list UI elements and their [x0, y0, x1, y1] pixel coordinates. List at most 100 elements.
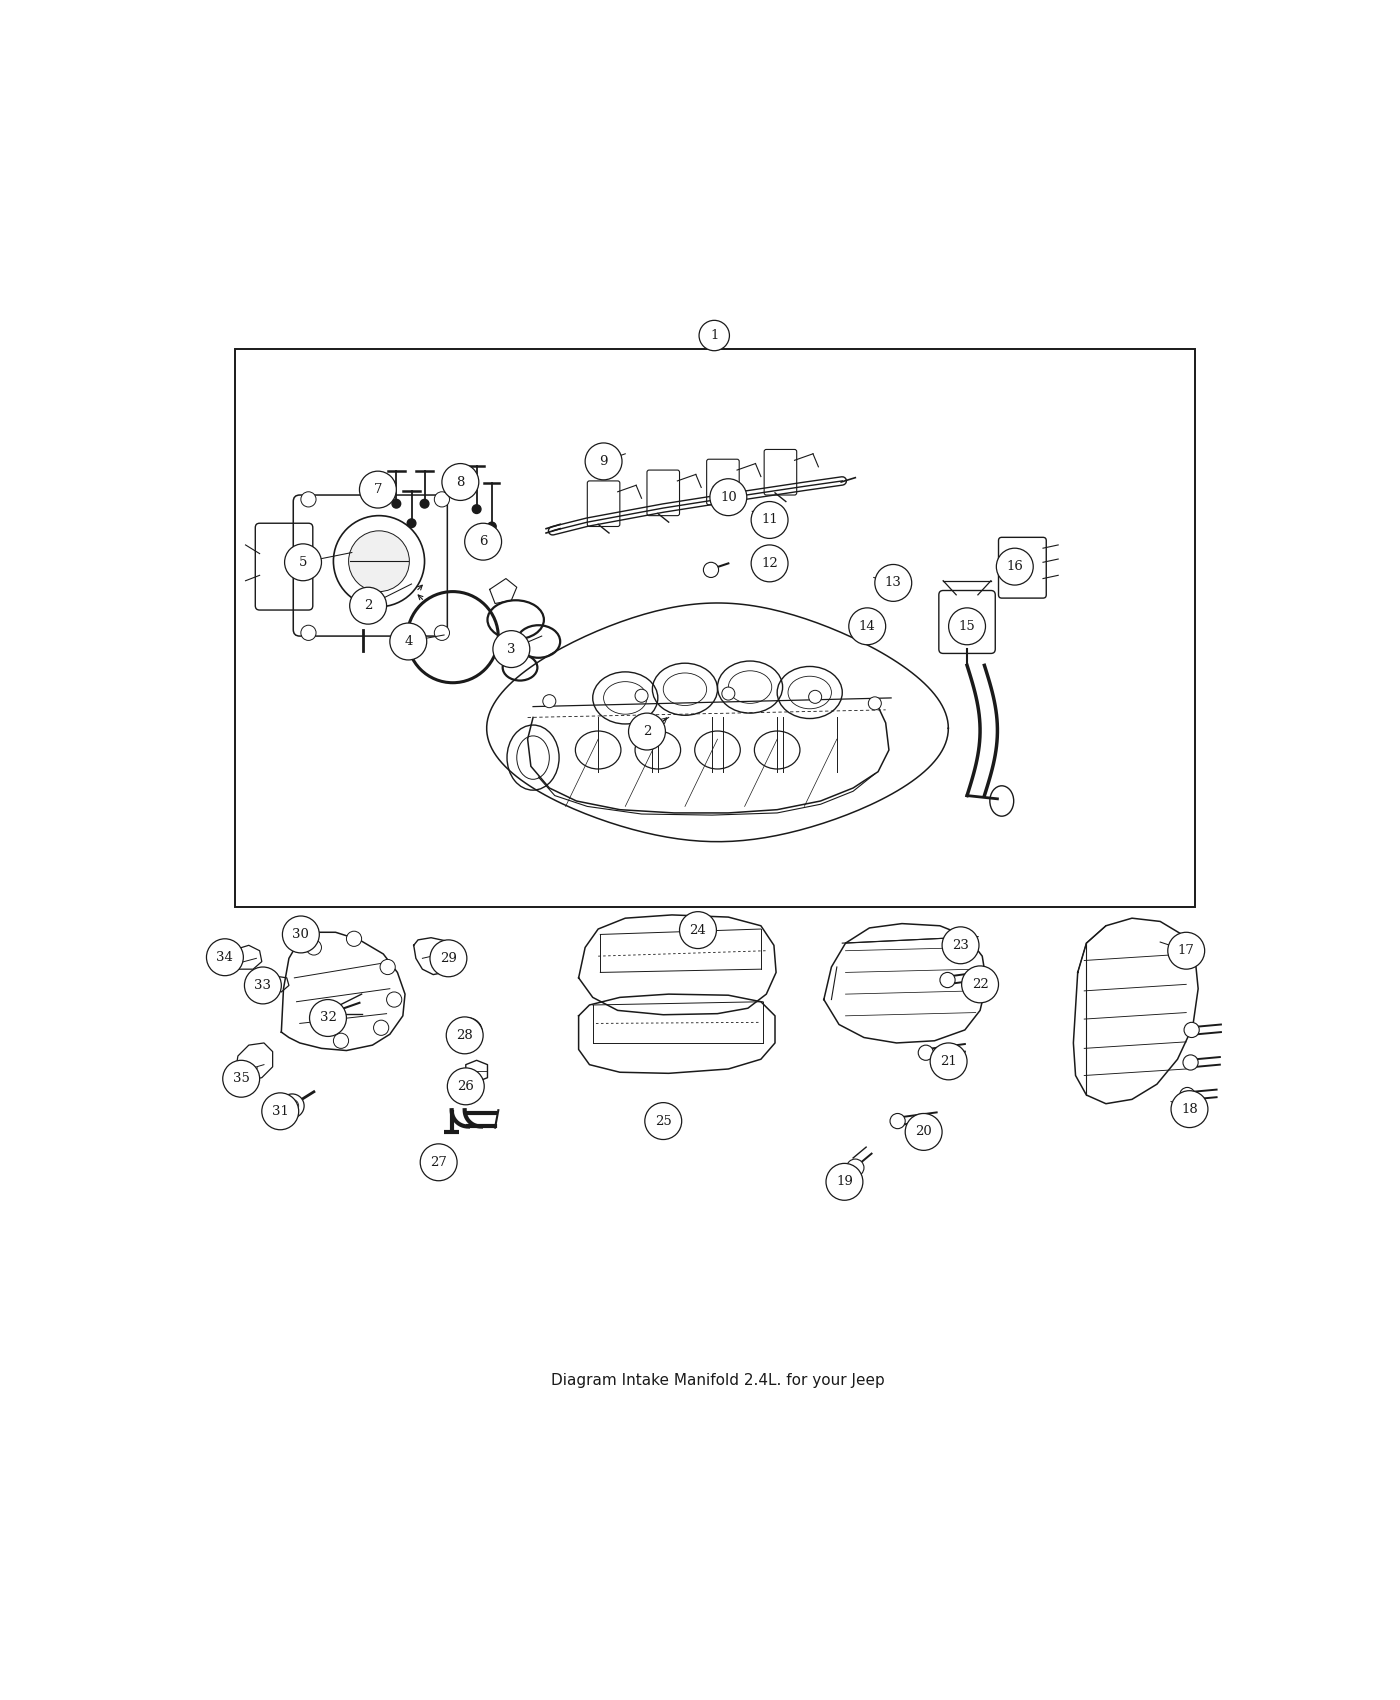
Circle shape: [465, 524, 501, 559]
Circle shape: [826, 1163, 862, 1200]
Circle shape: [722, 687, 735, 700]
Text: 2: 2: [364, 598, 372, 612]
Circle shape: [420, 500, 428, 508]
Circle shape: [374, 1020, 389, 1035]
Circle shape: [848, 609, 886, 644]
Circle shape: [906, 1114, 942, 1151]
Text: Diagram Intake Manifold 2.4L. for your Jeep: Diagram Intake Manifold 2.4L. for your J…: [550, 1374, 885, 1387]
Circle shape: [307, 940, 322, 955]
Circle shape: [949, 609, 986, 644]
Text: 27: 27: [430, 1156, 447, 1170]
Circle shape: [454, 1018, 482, 1046]
Circle shape: [918, 1046, 934, 1061]
Text: 10: 10: [720, 491, 736, 503]
Circle shape: [206, 938, 244, 976]
Text: 1: 1: [710, 330, 718, 342]
Circle shape: [868, 697, 882, 711]
Text: 12: 12: [762, 558, 778, 570]
Circle shape: [280, 1093, 304, 1119]
Circle shape: [461, 1025, 476, 1040]
Text: 9: 9: [599, 456, 608, 468]
Circle shape: [301, 491, 316, 507]
Circle shape: [636, 688, 648, 702]
Circle shape: [930, 1042, 967, 1080]
Circle shape: [1184, 1022, 1200, 1037]
Text: 23: 23: [952, 938, 969, 952]
Circle shape: [472, 505, 482, 513]
Circle shape: [847, 1159, 864, 1176]
Text: 34: 34: [217, 950, 234, 964]
Circle shape: [407, 518, 416, 527]
Circle shape: [809, 690, 822, 704]
Circle shape: [1168, 932, 1204, 969]
Bar: [235, 348, 1196, 908]
Text: 14: 14: [858, 620, 875, 632]
Circle shape: [939, 972, 955, 988]
Circle shape: [543, 695, 556, 707]
Circle shape: [420, 1144, 456, 1182]
Circle shape: [679, 911, 717, 949]
Text: 31: 31: [272, 1105, 288, 1119]
Circle shape: [350, 586, 386, 624]
Circle shape: [585, 444, 622, 479]
Circle shape: [942, 927, 979, 964]
Circle shape: [629, 712, 665, 750]
Circle shape: [333, 1034, 349, 1049]
Circle shape: [386, 993, 402, 1006]
Text: 18: 18: [1182, 1103, 1198, 1115]
Circle shape: [1170, 1091, 1208, 1127]
Circle shape: [360, 471, 396, 508]
Circle shape: [392, 500, 400, 508]
Text: 26: 26: [458, 1080, 475, 1093]
Text: 25: 25: [655, 1115, 672, 1127]
Text: 8: 8: [456, 476, 465, 488]
Circle shape: [997, 547, 1033, 585]
Circle shape: [346, 932, 361, 947]
Circle shape: [493, 631, 529, 668]
Circle shape: [703, 563, 718, 578]
Text: 35: 35: [232, 1073, 249, 1085]
Circle shape: [262, 1093, 298, 1131]
Text: 16: 16: [1007, 559, 1023, 573]
Circle shape: [379, 959, 395, 974]
Circle shape: [752, 546, 788, 581]
Text: 5: 5: [298, 556, 307, 570]
Circle shape: [752, 502, 788, 539]
Text: 20: 20: [916, 1125, 932, 1139]
Text: 24: 24: [690, 923, 707, 937]
Text: 30: 30: [293, 928, 309, 942]
Circle shape: [447, 1017, 483, 1054]
Circle shape: [448, 1068, 484, 1105]
Text: 22: 22: [972, 977, 988, 991]
Circle shape: [434, 626, 449, 641]
Circle shape: [349, 530, 409, 592]
Circle shape: [333, 515, 424, 607]
Circle shape: [434, 491, 449, 507]
Circle shape: [223, 1061, 259, 1096]
Circle shape: [962, 966, 998, 1003]
Text: 3: 3: [507, 643, 515, 656]
Text: 6: 6: [479, 536, 487, 547]
Circle shape: [283, 916, 319, 954]
Text: 15: 15: [959, 620, 976, 632]
Circle shape: [710, 479, 746, 515]
Circle shape: [389, 624, 427, 660]
Text: 2: 2: [643, 726, 651, 738]
Text: 33: 33: [255, 979, 272, 991]
Text: 32: 32: [319, 1012, 336, 1025]
Circle shape: [487, 522, 496, 530]
Circle shape: [1180, 1088, 1194, 1103]
Circle shape: [890, 1114, 906, 1129]
Circle shape: [301, 626, 316, 641]
Circle shape: [309, 1000, 346, 1037]
Text: 17: 17: [1177, 944, 1194, 957]
Text: 28: 28: [456, 1028, 473, 1042]
Circle shape: [430, 940, 466, 978]
Text: 7: 7: [374, 483, 382, 496]
Circle shape: [1183, 1056, 1198, 1069]
Circle shape: [284, 544, 322, 581]
Text: 11: 11: [762, 513, 778, 527]
Circle shape: [442, 464, 479, 500]
Text: 4: 4: [405, 636, 413, 648]
Text: 21: 21: [941, 1056, 958, 1068]
